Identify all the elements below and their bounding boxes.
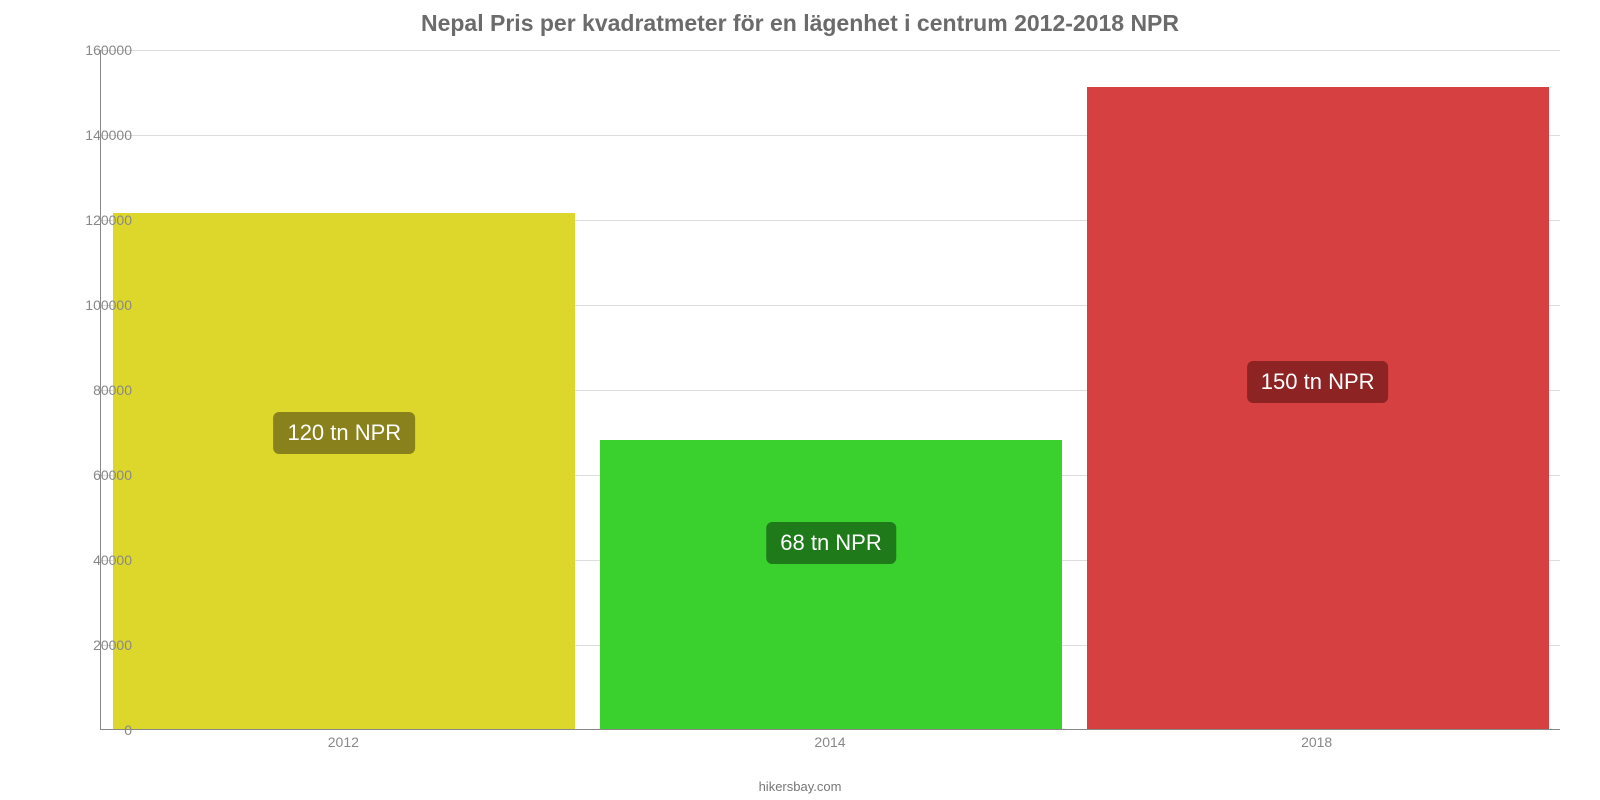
grid-line <box>101 50 1560 51</box>
y-tick-label: 160000 <box>42 42 132 58</box>
y-tick-label: 40000 <box>42 552 132 568</box>
bar <box>600 440 1062 729</box>
x-tick-label: 2014 <box>814 734 845 750</box>
bar-value-badge: 120 tn NPR <box>273 412 415 454</box>
bar-value-badge: 68 tn NPR <box>766 522 896 564</box>
y-tick-label: 20000 <box>42 637 132 653</box>
y-tick-label: 0 <box>42 722 132 738</box>
y-tick-label: 60000 <box>42 467 132 483</box>
y-tick-label: 100000 <box>42 297 132 313</box>
bar-value-badge: 150 tn NPR <box>1247 361 1389 403</box>
y-tick-label: 120000 <box>42 212 132 228</box>
y-tick-label: 80000 <box>42 382 132 398</box>
y-tick-label: 140000 <box>42 127 132 143</box>
plot-area: 120 tn NPR 68 tn NPR 150 tn NPR <box>100 50 1560 730</box>
chart-container: Nepal Pris per kvadratmeter för en lägen… <box>0 0 1600 800</box>
bar <box>1087 87 1549 729</box>
bar <box>113 213 575 729</box>
x-tick-label: 2018 <box>1301 734 1332 750</box>
x-tick-label: 2012 <box>328 734 359 750</box>
chart-credit: hikersbay.com <box>0 779 1600 794</box>
chart-title: Nepal Pris per kvadratmeter för en lägen… <box>0 10 1600 37</box>
